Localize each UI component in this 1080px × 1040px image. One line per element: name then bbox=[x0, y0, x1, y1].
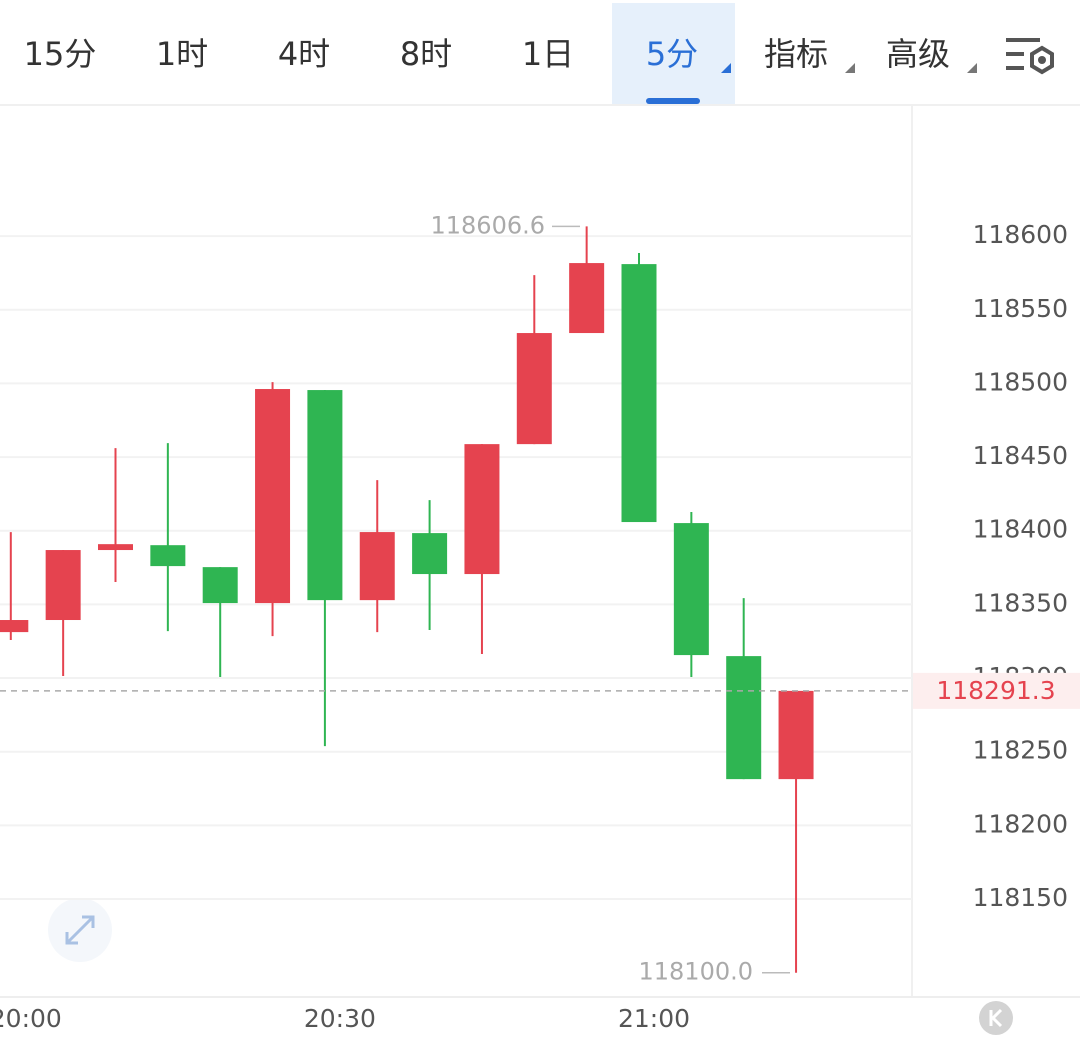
candle-body bbox=[0, 620, 29, 633]
dropdown-triangle bbox=[967, 63, 977, 73]
overlay: 118606.6 118100.0 118291.3 bbox=[0, 211, 1080, 986]
low-marker-label: 118100.0 bbox=[638, 958, 753, 986]
tab[interactable]: 4时 bbox=[278, 35, 330, 73]
expand-button[interactable] bbox=[48, 898, 112, 962]
tab-bar: 15分 1时 4时 8时 1日 5分 指标 高级 bbox=[24, 35, 977, 73]
candle-body bbox=[673, 523, 709, 656]
x-tick-label: 20:00 bbox=[0, 1004, 62, 1033]
tab[interactable]: 1时 bbox=[156, 35, 208, 73]
active-tab-bg bbox=[612, 3, 735, 105]
y-tick-label: 118550 bbox=[973, 294, 1068, 323]
y-tick-label: 118450 bbox=[973, 441, 1068, 470]
candles bbox=[0, 226, 814, 973]
candle-body bbox=[202, 567, 238, 604]
candle-body bbox=[464, 444, 500, 575]
tab[interactable]: 指标 bbox=[764, 35, 828, 73]
tab[interactable]: 1日 bbox=[522, 35, 574, 73]
last-price-label: 118291.3 bbox=[936, 676, 1055, 705]
dropdown-triangle bbox=[721, 63, 731, 73]
candle-body bbox=[412, 533, 448, 575]
candle-body bbox=[569, 263, 605, 334]
tab[interactable]: 高级 bbox=[886, 35, 950, 73]
x-tick-label: 21:00 bbox=[618, 1004, 690, 1033]
y-tick-label: 118500 bbox=[973, 367, 1068, 396]
candle-body bbox=[150, 545, 186, 567]
scroll-end-button[interactable] bbox=[979, 1001, 1013, 1035]
tab[interactable]: 15分 bbox=[24, 35, 97, 73]
grid: 1181501182001182501183001183501184001184… bbox=[0, 220, 1068, 1033]
candle-body bbox=[359, 532, 395, 601]
candle-body bbox=[255, 389, 291, 604]
candle-body bbox=[726, 656, 762, 780]
settings-icon[interactable] bbox=[1006, 38, 1054, 75]
active-tab-underline bbox=[646, 98, 700, 104]
candle-body bbox=[621, 264, 657, 523]
x-tick-label: 20:30 bbox=[304, 1004, 376, 1033]
y-tick-label: 118200 bbox=[973, 809, 1068, 838]
candle-body bbox=[98, 544, 133, 551]
dropdown-triangle bbox=[845, 63, 855, 73]
last-price-box bbox=[913, 672, 1080, 709]
tab[interactable]: 5分 bbox=[646, 35, 698, 73]
candle-body bbox=[516, 333, 552, 445]
candle-body bbox=[307, 390, 343, 601]
high-marker-label: 118606.6 bbox=[430, 211, 545, 239]
candle-body bbox=[45, 550, 81, 621]
y-tick-label: 118250 bbox=[973, 736, 1068, 765]
y-tick-label: 118400 bbox=[973, 515, 1068, 544]
tab[interactable]: 8时 bbox=[400, 35, 452, 73]
y-tick-label: 118150 bbox=[973, 883, 1068, 912]
y-tick-label: 118350 bbox=[973, 588, 1068, 617]
y-tick-label: 118600 bbox=[973, 220, 1068, 249]
candle-body bbox=[778, 690, 814, 780]
